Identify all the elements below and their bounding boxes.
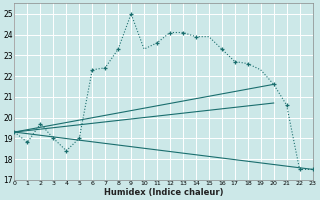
X-axis label: Humidex (Indice chaleur): Humidex (Indice chaleur) [104, 188, 223, 197]
